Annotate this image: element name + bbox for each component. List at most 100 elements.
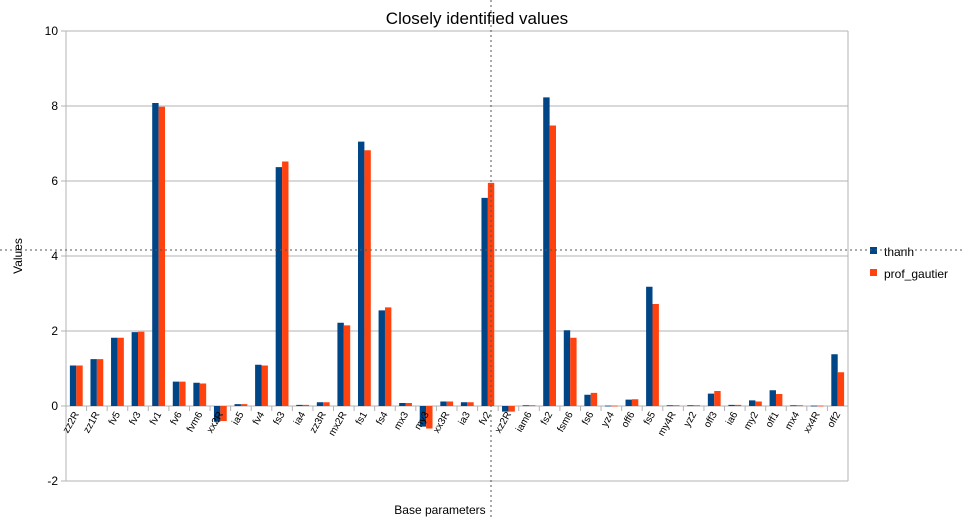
bar-thanh-zz1R	[90, 359, 97, 406]
x-tick-label: xz2R	[493, 410, 514, 435]
x-tick-label: mx3	[392, 410, 411, 432]
bar-prof_gautier-yz2	[693, 405, 701, 407]
x-tick-label: fv4	[251, 410, 267, 427]
bar-thanh-ia5	[234, 404, 241, 406]
bar-thanh-xx2R	[213, 406, 221, 422]
bar-prof_gautier-zz3R	[323, 402, 330, 406]
bar-thanh-fv5	[111, 337, 118, 406]
x-axis-label: Base parameters	[394, 503, 485, 517]
legend-swatch-thanh	[870, 247, 877, 254]
bar-prof_gautier-off1	[775, 394, 783, 406]
bar-thanh-yz4	[604, 405, 612, 407]
bar-thanh-fs5	[646, 286, 653, 406]
bar-prof_gautier-xx2R	[220, 406, 227, 421]
bar-prof_gautier-my4R	[673, 405, 680, 407]
bar-prof_gautier-off6	[631, 399, 639, 406]
x-tick-label: mx2R	[327, 410, 350, 438]
y-tick-label: 2	[51, 324, 58, 338]
bar-thanh-ia3	[460, 402, 468, 406]
x-tick-label: fs4	[374, 410, 390, 427]
x-tick-label: xx3R	[431, 410, 452, 435]
x-tick-label: off2	[826, 410, 844, 430]
bar-prof_gautier-yz4	[611, 405, 618, 407]
bars	[69, 97, 845, 429]
x-tick-label: fs1	[354, 410, 370, 427]
bar-thanh-my2	[748, 400, 756, 406]
x-tick-label: zz3R	[308, 410, 329, 435]
bar-prof_gautier-fs4	[384, 307, 392, 406]
y-tick-label: 4	[51, 249, 58, 263]
bar-prof_gautier-my3	[426, 406, 433, 429]
x-tick-label: fsm6	[555, 410, 576, 435]
bar-thanh-mx4	[790, 405, 797, 407]
bar-thanh-mx2R	[337, 322, 344, 406]
bar-thanh-zz2R	[69, 365, 77, 406]
x-tick-label: fv3	[127, 410, 143, 427]
x-tick-label: iam6	[514, 410, 535, 435]
bar-thanh-fvm6	[193, 382, 200, 406]
bar-prof_gautier-fs2	[549, 125, 557, 406]
bar-thanh-fv4	[255, 364, 262, 406]
bar-thanh-fs6	[584, 394, 591, 406]
x-tick-label: fs3	[271, 410, 287, 427]
bar-thanh-fv3	[131, 332, 139, 406]
x-tick-label: ia3	[457, 410, 473, 427]
x-tick-label: my4R	[656, 410, 679, 438]
y-tick-label: 6	[51, 174, 58, 188]
bar-prof_gautier-my2	[755, 401, 762, 406]
bar-thanh-my4R	[666, 405, 674, 407]
x-tick-label: fs2	[539, 410, 555, 427]
y-tick-label: 10	[45, 24, 59, 38]
x-tick-label: fv2	[477, 410, 493, 427]
x-axis-ticks: zz2R zz1R fv5 fv3 fv1 fv6 fvm6 xx2R ia5 fv4 fs3 ia4…	[61, 406, 849, 438]
legend-label-thanh: thanh	[884, 245, 914, 259]
bar-prof_gautier-xz2R	[508, 406, 515, 412]
bar-prof_gautier-fs5	[652, 304, 659, 406]
bar-thanh-fv1	[152, 103, 159, 406]
bar-thanh-fv2	[481, 197, 488, 406]
bar-prof_gautier-fs3	[282, 161, 289, 406]
x-tick-label: off1	[764, 410, 782, 430]
bar-thanh-ia6	[728, 404, 735, 406]
bar-prof_gautier-fs6	[590, 392, 598, 406]
bar-prof_gautier-xx3R	[446, 401, 454, 406]
x-tick-label: fs6	[580, 410, 596, 427]
bar-thanh-fsm6	[563, 330, 571, 406]
bar-thanh-zz3R	[316, 402, 324, 406]
bar-prof_gautier-fv6	[179, 381, 186, 406]
x-tick-label: fs5	[642, 410, 658, 427]
legend-label-prof_gautier: prof_gautier	[884, 267, 948, 281]
bar-thanh-off6	[625, 399, 632, 406]
bar-prof_gautier-off2	[837, 372, 845, 406]
bar-thanh-iam6	[522, 405, 530, 407]
x-tick-label: off6	[620, 410, 638, 430]
bar-prof_gautier-mx4	[796, 405, 803, 407]
bar-prof_gautier-fs1	[364, 150, 371, 406]
bar-thanh-xx4R	[810, 405, 818, 407]
bar-prof_gautier-fv4	[261, 365, 268, 406]
y-tick-label: 8	[51, 99, 58, 113]
bar-thanh-fs2	[543, 97, 550, 406]
y-axis-ticks: -2 0 2 4 6 8 10	[45, 24, 59, 488]
bar-thanh-off2	[831, 354, 838, 406]
bar-thanh-off3	[707, 393, 715, 406]
x-tick-label: off3	[702, 410, 720, 430]
bar-thanh-xz2R	[502, 406, 509, 412]
x-tick-label: xx2R	[205, 410, 226, 435]
bar-prof_gautier-mx3	[405, 403, 412, 406]
x-tick-label: zz2R	[61, 410, 82, 435]
x-tick-label: zz1R	[82, 410, 103, 435]
bar-prof_gautier-fv5	[117, 337, 124, 406]
bar-thanh-yz2	[687, 405, 694, 407]
bar-thanh-fv6	[172, 381, 180, 406]
x-tick-label: fv5	[107, 410, 123, 427]
chart-title: Closely identified values	[386, 9, 568, 28]
bar-thanh-fs3	[275, 167, 283, 406]
bar-prof_gautier-fvm6	[199, 383, 207, 406]
bar-prof_gautier-fv2	[487, 182, 495, 406]
y-tick-label: -2	[47, 474, 58, 488]
bar-thanh-off1	[769, 390, 776, 406]
bar-prof_gautier-xx4R	[817, 405, 824, 407]
